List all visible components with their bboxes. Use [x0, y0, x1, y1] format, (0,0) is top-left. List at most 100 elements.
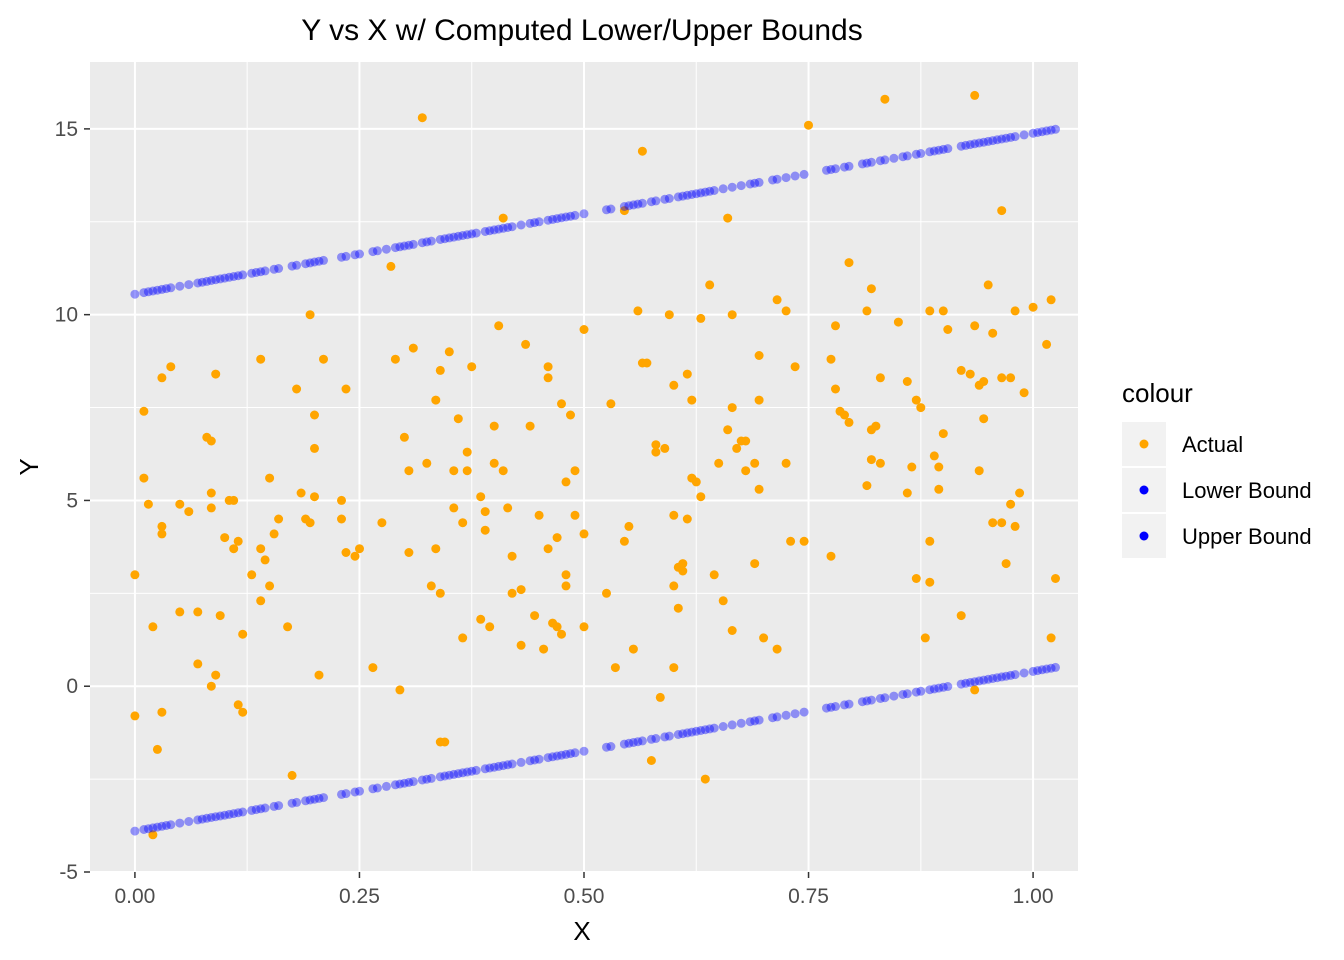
lower-bound-point — [1006, 670, 1016, 680]
actual-point — [157, 529, 167, 539]
actual-point — [1051, 574, 1060, 583]
lower-bound-point — [687, 727, 697, 737]
actual-point — [709, 570, 719, 580]
lower-bound-point — [727, 720, 737, 730]
lower-bound-point — [274, 801, 284, 811]
lower-bound-point — [678, 729, 688, 739]
lower-bound-point — [866, 695, 876, 705]
upper-bound-point — [274, 264, 284, 273]
actual-point — [866, 284, 876, 294]
actual-point — [925, 306, 935, 316]
actual-point — [741, 466, 751, 476]
lower-bound-point — [175, 818, 185, 828]
lower-bound-point — [943, 682, 953, 691]
lower-bound-point — [579, 746, 589, 756]
upper-bound-point — [233, 271, 243, 281]
lower-bound-point — [1046, 663, 1056, 673]
actual-point — [139, 473, 149, 483]
upper-bound-point — [161, 284, 171, 294]
upper-bound-point — [768, 175, 778, 185]
actual-point — [997, 206, 1007, 216]
lower-bound-point — [292, 797, 302, 807]
actual-point — [305, 518, 315, 528]
actual-point — [938, 429, 948, 439]
upper-bound-point — [292, 260, 302, 270]
actual-point — [664, 310, 674, 320]
lower-bound-point — [750, 716, 760, 726]
legend-label-lower-bound: Lower Bound — [1182, 478, 1312, 503]
actual-point — [804, 120, 813, 130]
actual-point — [902, 377, 912, 386]
lower-bound-point — [453, 769, 463, 779]
upper-bound-point — [390, 243, 400, 253]
data-points — [130, 90, 1060, 840]
x-tick-label: 0.25 — [339, 885, 380, 908]
lower-bound-point — [355, 786, 364, 796]
actual-point — [355, 544, 364, 554]
lower-bound-point — [682, 728, 692, 738]
actual-point — [193, 659, 203, 669]
upper-bound-point — [552, 214, 562, 224]
lower-bound-point — [305, 795, 315, 805]
lower-bound-point — [938, 682, 948, 692]
lower-bound-point — [211, 812, 221, 822]
upper-bound-point — [956, 141, 966, 151]
lower-bound-point — [660, 732, 670, 742]
upper-bound-point — [745, 179, 755, 189]
lower-bound-point — [314, 793, 324, 803]
lower-bound-point — [139, 825, 149, 834]
lower-bound-point — [503, 760, 513, 770]
actual-point — [130, 711, 140, 721]
upper-bound-point — [866, 157, 876, 167]
lower-bound-point — [206, 813, 216, 822]
upper-bound-point — [494, 224, 504, 234]
y-tick-label: 15 — [55, 118, 78, 141]
actual-point — [525, 421, 535, 431]
actual-point — [498, 213, 508, 223]
lower-bound-point — [646, 734, 656, 744]
lower-bound-point — [256, 804, 266, 814]
lower-bound-point — [372, 783, 382, 793]
upper-bound-point — [530, 218, 540, 228]
actual-point — [440, 737, 450, 747]
actual-point — [543, 362, 553, 372]
actual-point — [561, 581, 571, 591]
legend-label-actual: Actual — [1182, 432, 1243, 457]
actual-point — [655, 692, 665, 702]
axes: 0.00 0.25 0.50 0.75 1.00 -5 0 5 10 15 — [55, 118, 1054, 908]
actual-point — [579, 529, 589, 539]
upper-bound-point — [1019, 130, 1029, 140]
upper-bound-point — [256, 267, 266, 277]
upper-bound-point — [341, 251, 351, 261]
upper-bound-point — [426, 236, 436, 246]
actual-point — [337, 495, 346, 505]
lower-bound-point — [840, 700, 849, 710]
actual-point — [673, 603, 683, 613]
actual-point — [561, 570, 571, 580]
actual-point — [997, 518, 1007, 528]
actual-point — [319, 354, 328, 364]
upper-bound-point — [875, 156, 885, 166]
actual-point — [305, 310, 315, 320]
upper-bound-point — [408, 239, 418, 249]
x-tick-label: 0.50 — [564, 885, 605, 908]
upper-bound-point — [1037, 127, 1047, 137]
upper-bound-point — [965, 140, 975, 150]
lower-bound-point — [1010, 670, 1020, 680]
upper-bound-point — [301, 259, 311, 269]
lower-bound-point — [1001, 671, 1011, 681]
actual-point — [175, 499, 185, 509]
actual-point — [979, 377, 989, 386]
upper-bound-point — [247, 268, 257, 278]
actual-point — [193, 607, 203, 617]
lower-bound-point — [961, 678, 971, 688]
lower-bound-point — [979, 675, 989, 685]
actual-point — [570, 466, 580, 476]
upper-bound-point — [857, 159, 867, 169]
lower-bound-point — [768, 713, 778, 723]
upper-bound-point — [687, 190, 697, 199]
actual-point — [143, 499, 153, 509]
lower-bound-point — [467, 766, 477, 776]
upper-bound-point — [211, 275, 221, 285]
lower-bound-point — [602, 742, 611, 752]
